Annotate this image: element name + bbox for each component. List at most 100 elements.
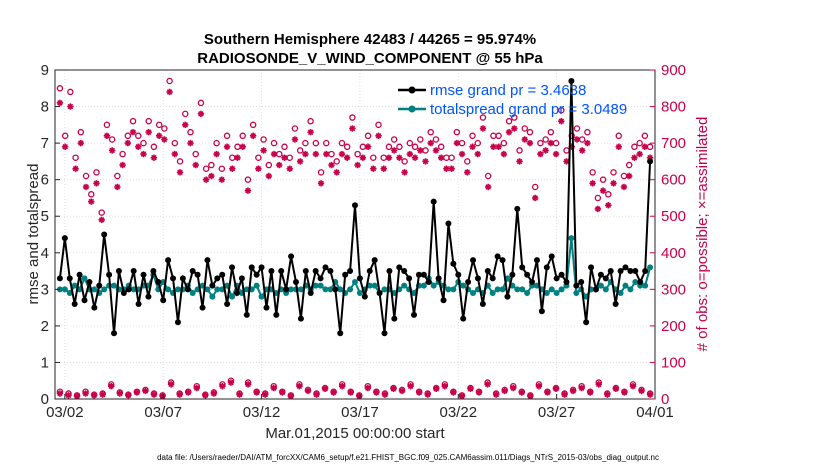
obs-possible-marker-62: [380, 154, 387, 161]
obs-assimilated-marker-stroke: [584, 140, 591, 146]
obs-possible-marker-1: [61, 132, 69, 140]
rmse-point-30: [204, 257, 211, 264]
spread-point-59: [347, 286, 354, 293]
obs-low-assimilated-marker-1: [65, 392, 72, 399]
obs-assimilated-marker-81: [479, 125, 487, 132]
rmse-point-40: [253, 271, 260, 278]
obs-possible-marker-6: [88, 191, 95, 198]
obs-possible-marker-60: [370, 154, 377, 161]
obs-assimilated-marker-stroke: [521, 136, 528, 143]
obs-assimilated-marker-48: [307, 128, 314, 136]
obs-assimilated-marker-stroke: [417, 147, 424, 154]
obs-possible-marker-113: [646, 143, 654, 151]
obs-assimilated-marker-19: [155, 132, 163, 139]
obs-assimilated-marker-39: [260, 147, 267, 154]
obs-low-assimilated-marker-51: [492, 391, 500, 398]
obs-possible-marker-65: [396, 143, 403, 151]
obs-low-assimilated-marker-stroke: [365, 385, 371, 391]
obs-assimilated-marker-stroke: [192, 162, 199, 168]
obs-possible-marker-102: [589, 169, 596, 176]
obs-low-assimilated-marker-24: [261, 391, 269, 398]
obs-possible-marker-44: [286, 154, 293, 161]
obs-assimilated-marker-stroke: [276, 162, 283, 168]
x-axis-label: Mar.01,2015 00:00:00 start: [265, 425, 445, 442]
obs-assimilated-marker-30: [213, 150, 220, 158]
obs-low-assimilated-marker-41: [407, 383, 414, 390]
right-tick-label-8: 800: [661, 99, 686, 116]
rmse-point-32: [214, 275, 221, 282]
left-tick-label-8: 8: [41, 99, 49, 116]
obs-possible-marker-93: [542, 136, 549, 143]
obs-possible-marker-112: [641, 132, 649, 140]
rmse-point-120: [647, 158, 654, 165]
rmse-point-19: [150, 268, 157, 275]
spread-point-9: [101, 286, 108, 293]
obs-low-assimilated-marker-stroke: [219, 383, 226, 390]
obs-possible-marker-7: [93, 169, 100, 176]
obs-low-assimilated-marker-stroke: [296, 383, 303, 390]
obs-assimilated-marker-70: [422, 158, 429, 165]
obs-possible-marker-88: [516, 147, 523, 154]
obs-low-assimilated-marker-45: [441, 383, 449, 390]
obs-assimilated-marker-stroke: [354, 162, 361, 168]
obs-assimilated-marker-87: [511, 125, 518, 132]
obs-possible-marker-8: [98, 209, 105, 216]
obs-possible-marker-13: [124, 132, 132, 140]
obs-assimilated-marker-stroke: [370, 165, 377, 172]
obs-low-assimilated-marker-stroke: [407, 383, 414, 390]
obs-assimilated-marker-stroke: [250, 132, 256, 139]
rmse-point-84: [470, 257, 477, 264]
obs-assimilated-marker-107: [615, 143, 622, 150]
obs-possible-marker-79: [469, 132, 476, 140]
obs-assimilated-marker-stroke: [548, 140, 554, 146]
rmse-point-114: [617, 268, 624, 275]
rmse-point-77: [435, 275, 442, 282]
obs-low-assimilated-marker-stroke: [356, 393, 363, 399]
spread-point-102: [558, 286, 565, 293]
obs-assimilated-marker-43: [281, 154, 288, 161]
obs-low-assimilated-marker-stroke: [313, 391, 320, 398]
spread-point-63: [366, 282, 373, 289]
right-axis-ticks: 0 100 200 300 400 500 600 700 800 900: [650, 62, 686, 408]
obs-assimilated-marker-stroke: [553, 151, 559, 157]
obs-assimilated-marker-10: [108, 147, 116, 154]
obs-possible-marker-100: [578, 136, 586, 143]
rmse-point-49: [297, 315, 304, 322]
obs-assimilated-marker-stroke: [600, 187, 606, 194]
obs-assimilated-marker-stroke: [495, 143, 502, 150]
obs-assimilated-marker-40: [265, 172, 273, 180]
obs-low-assimilated-marker-36: [364, 384, 372, 392]
obs-assimilated-marker-31: [218, 176, 226, 183]
legend-rmse-label: rmse grand pr = 3.4638: [430, 82, 586, 99]
obs-assimilated-marker-stroke: [125, 140, 131, 146]
obs-possible-marker-69: [417, 136, 424, 143]
obs-low-assimilated-marker-40: [398, 387, 406, 395]
obs-assimilated-marker-stroke: [443, 165, 450, 172]
obs-assimilated-marker-stroke: [119, 162, 126, 168]
obs-possible-marker-14: [129, 117, 137, 125]
obs-possible-marker-19: [155, 121, 163, 129]
obs-assimilated-marker-stroke: [213, 151, 220, 157]
rmse-point-18: [145, 293, 152, 300]
obs-assimilated-marker-stroke: [490, 143, 497, 150]
obs-assimilated-marker-stroke: [57, 100, 63, 106]
obs-possible-marker-84: [495, 132, 502, 140]
obs-possible-marker-101: [584, 128, 591, 136]
rmse-point-117: [632, 268, 639, 275]
right-tick-label-5: 500: [661, 208, 686, 225]
x-tick-label-3: 03/17: [341, 404, 379, 421]
obs-low-assimilated-marker-stroke: [236, 391, 243, 398]
obs-possible-marker-26: [192, 150, 199, 158]
obs-assimilated-marker-41: [270, 150, 278, 158]
rmse-point-103: [563, 279, 570, 286]
obs-low-assimilated-marker-stroke: [433, 385, 440, 392]
obs-assimilated-marker-stroke: [78, 140, 84, 146]
obs-assimilated-marker-103: [594, 205, 602, 213]
obs-assimilated-marker-110: [631, 154, 638, 161]
obs-low-assimilated-marker-13: [167, 381, 175, 388]
obs-possible-marker-52: [328, 150, 335, 158]
obs-low-assimilated-marker-stroke: [587, 389, 594, 396]
obs-possible-marker-74: [443, 154, 450, 161]
spread-point-61: [356, 289, 363, 296]
obs-assimilated-marker-44: [286, 165, 293, 172]
